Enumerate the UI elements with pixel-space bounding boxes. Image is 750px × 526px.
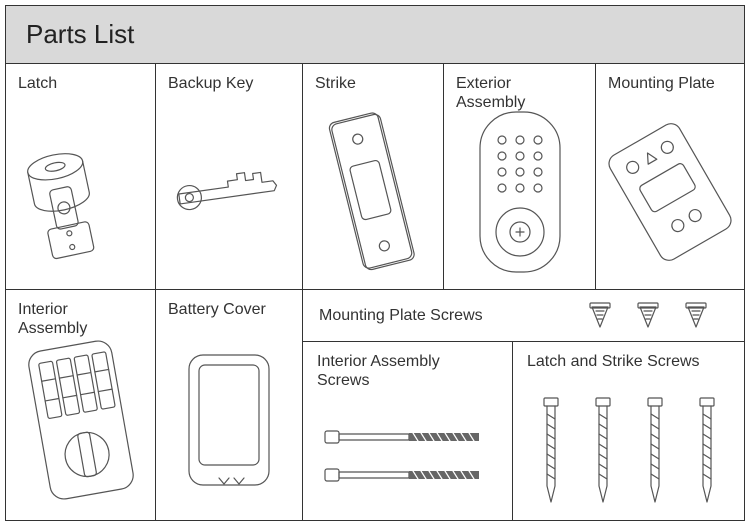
label-mp-screws: Mounting Plate Screws (319, 306, 483, 325)
row-2: Interior Assembly (6, 290, 744, 520)
row-1: Latch (6, 64, 744, 290)
screws-bottom: Interior Assembly Screws (303, 342, 744, 520)
parts-grid: Latch (6, 64, 744, 520)
cell-exterior: Exterior Assembly (444, 64, 596, 289)
row2-left: Interior Assembly (6, 290, 303, 520)
interior-assembly-icon (6, 290, 155, 520)
cell-battery-cover: Battery Cover (156, 290, 302, 520)
parts-list-container: Parts List Latch (5, 5, 745, 521)
cell-mounting-plate-screws: Mounting Plate Screws (303, 290, 744, 342)
cell-latch: Latch (6, 64, 156, 289)
strike-icon (303, 64, 443, 289)
page-title: Parts List (26, 19, 134, 50)
cell-strike: Strike (303, 64, 444, 289)
cell-mounting-plate: Mounting Plate (596, 64, 744, 289)
ia-screws-icon (303, 342, 512, 520)
mounting-plate-icon (596, 64, 744, 289)
battery-cover-icon (156, 290, 302, 520)
title-bar: Parts List (6, 6, 744, 64)
cell-interior-screws: Interior Assembly Screws (303, 342, 513, 520)
cell-backup-key: Backup Key (156, 64, 303, 289)
mp-screws-icon (588, 301, 708, 331)
cell-latch-strike-screws: Latch and Strike Screws (513, 342, 744, 520)
ls-screws-icon (513, 342, 744, 520)
exterior-assembly-icon (444, 64, 595, 289)
row2-right: Mounting Plate Screws Interior Assembly … (303, 290, 744, 520)
key-icon (156, 64, 302, 289)
latch-icon (6, 64, 155, 289)
cell-interior: Interior Assembly (6, 290, 156, 520)
